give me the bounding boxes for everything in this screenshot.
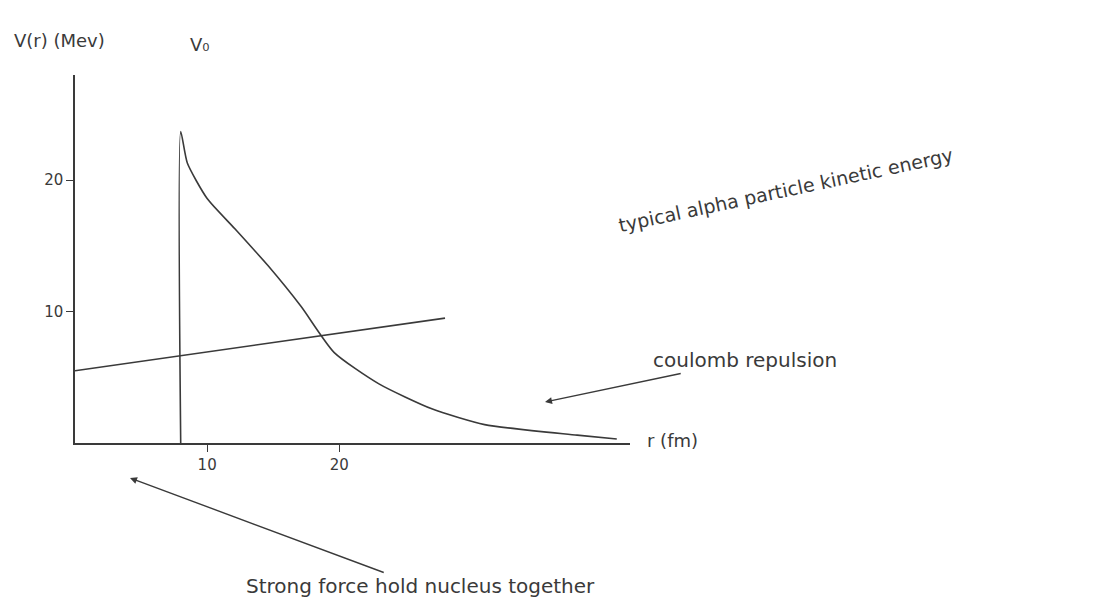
svg-text:r (fm): r (fm) xyxy=(647,430,698,451)
svg-text:V₀: V₀ xyxy=(190,34,210,55)
svg-text:20: 20 xyxy=(44,171,63,189)
svg-text:20: 20 xyxy=(330,456,349,474)
svg-text:coulomb repulsion: coulomb repulsion xyxy=(653,348,837,372)
svg-text:typical alpha particle kinetic: typical alpha particle kinetic energy xyxy=(616,144,954,236)
svg-text:V(r) (Mev): V(r) (Mev) xyxy=(14,30,105,51)
svg-text:10: 10 xyxy=(198,456,217,474)
svg-text:10: 10 xyxy=(44,303,63,321)
svg-text:Strong force hold nucleus toge: Strong force hold nucleus together xyxy=(246,574,595,598)
